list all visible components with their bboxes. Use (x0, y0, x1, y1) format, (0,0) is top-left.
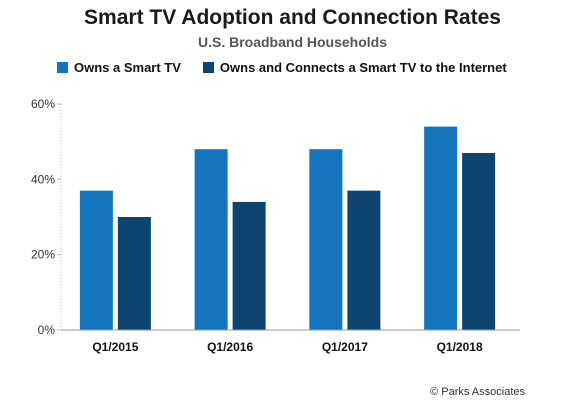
chart-title: Smart TV Adoption and Connection Rates (84, 6, 501, 29)
x-tick-label: Q1/2015 (92, 340, 138, 354)
bar-owns-and-connects-2 (347, 190, 381, 330)
x-tick-label: Q1/2016 (207, 340, 253, 354)
bar-owns-and-connects-3 (462, 152, 496, 330)
y-tick-label: 60% (31, 97, 55, 111)
legend-label-series-2: Owns and Connects a Smart TV to the Inte… (219, 60, 507, 75)
source-credit: © Parks Associates (430, 386, 525, 398)
legend-label-series-1: Owns a Smart TV (74, 60, 181, 75)
x-tick-label: Q1/2017 (322, 340, 368, 354)
bar-owns-smart-tv-3 (424, 126, 458, 330)
legend-item-series-1: Owns a Smart TV (57, 60, 181, 75)
legend-swatch-series-2 (202, 62, 214, 73)
y-tick-label: 20% (31, 248, 55, 262)
legend-swatch-series-1 (57, 62, 68, 73)
bar-owns-and-connects-0 (117, 217, 151, 330)
legend-item-series-2: Owns and Connects a Smart TV to the Inte… (202, 60, 507, 75)
x-tick-label: Q1/2018 (437, 340, 483, 354)
bar-owns-smart-tv-1 (194, 149, 228, 330)
bar-owns-smart-tv-2 (309, 149, 343, 330)
bar-owns-and-connects-1 (232, 201, 266, 330)
y-tick-label: 0% (38, 323, 56, 337)
legend: Owns a Smart TV Owns and Connects a Smar… (57, 60, 529, 75)
bar-owns-smart-tv-0 (79, 190, 113, 330)
y-tick-label: 40% (31, 172, 55, 186)
chart-subtitle: U.S. Broadband Households (197, 34, 387, 50)
